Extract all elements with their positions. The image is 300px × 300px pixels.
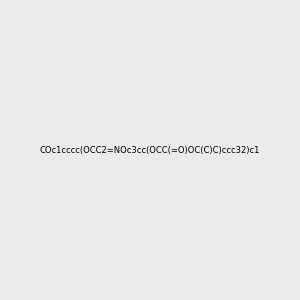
Text: COc1cccc(OCC2=NOc3cc(OCC(=O)OC(C)C)ccc32)c1: COc1cccc(OCC2=NOc3cc(OCC(=O)OC(C)C)ccc32… [40, 146, 260, 154]
